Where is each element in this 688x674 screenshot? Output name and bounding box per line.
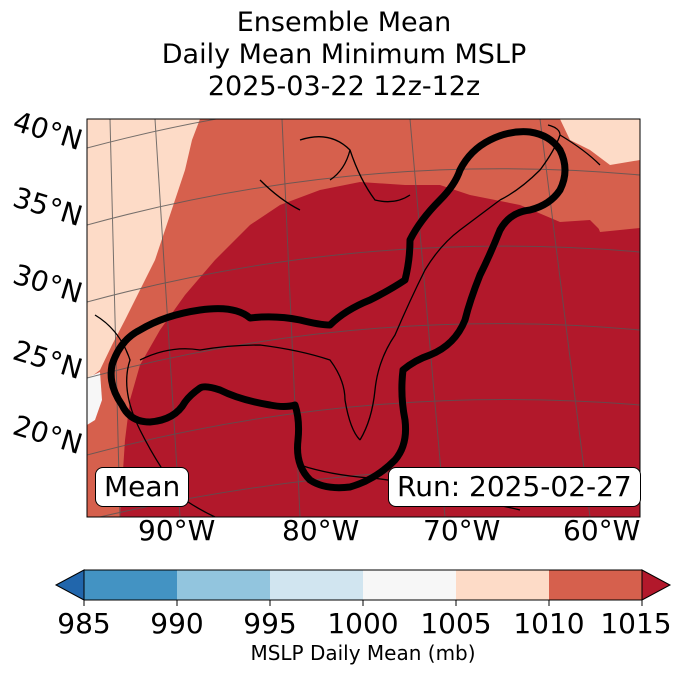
lat-label-20: 20°N bbox=[9, 408, 87, 461]
lon-label-80w: 80°W bbox=[282, 514, 360, 547]
field-1010-1015-east bbox=[580, 160, 640, 232]
lon-label-60w: 60°W bbox=[563, 514, 641, 547]
colorbar-tick-1010: 1010 bbox=[513, 607, 585, 640]
colorbar-1010-1015 bbox=[549, 570, 642, 600]
colorbar-extend-low bbox=[54, 569, 85, 601]
highlight-contour bbox=[107, 128, 569, 492]
mean-label-box: Mean bbox=[95, 467, 190, 507]
lon-label-70w: 70°W bbox=[423, 514, 501, 547]
colorbar-frame bbox=[83, 569, 643, 601]
colorbar-label: MSLP Daily Mean (mb) bbox=[250, 641, 476, 665]
colorbar-extend-high bbox=[641, 569, 672, 601]
title-line-1: Ensemble Mean bbox=[236, 7, 452, 38]
colorbar-tick-1005: 1005 bbox=[420, 607, 492, 640]
colorbar-995-1000 bbox=[270, 570, 363, 600]
field-above-1015 bbox=[87, 119, 640, 517]
colorbar-990-995 bbox=[177, 570, 270, 600]
field-1005-1010 bbox=[87, 119, 200, 380]
lat-label-40: 40°N bbox=[9, 104, 87, 157]
colorbar-985-990 bbox=[84, 570, 177, 600]
field-1000-1005 bbox=[87, 372, 102, 425]
lat-label-30: 30°N bbox=[9, 257, 87, 310]
colorbar-tick-990: 990 bbox=[150, 607, 204, 640]
title-line-2: Daily Mean Minimum MSLP bbox=[161, 39, 527, 70]
colorbar-tick-995: 995 bbox=[243, 607, 297, 640]
map-frame bbox=[86, 118, 641, 518]
colorbar-tick-985: 985 bbox=[57, 607, 111, 640]
colorbar-tick-1000: 1000 bbox=[327, 607, 399, 640]
graticule bbox=[87, 119, 640, 517]
colorbar-tick-1015: 1015 bbox=[600, 607, 672, 640]
run-date-box: Run: 2025-02-27 bbox=[388, 467, 641, 507]
coastlines bbox=[94, 124, 601, 517]
lat-label-35: 35°N bbox=[9, 180, 87, 233]
field-1005-1010-ne bbox=[560, 119, 640, 165]
field-1010-1015-west bbox=[87, 119, 640, 517]
lon-label-90w: 90°W bbox=[138, 514, 216, 547]
colorbar-1005-1010 bbox=[456, 570, 549, 600]
lat-label-25: 25°N bbox=[9, 333, 87, 386]
colorbar-1000-1005 bbox=[363, 570, 456, 600]
title-line-3: 2025-03-22 12z-12z bbox=[207, 71, 481, 102]
